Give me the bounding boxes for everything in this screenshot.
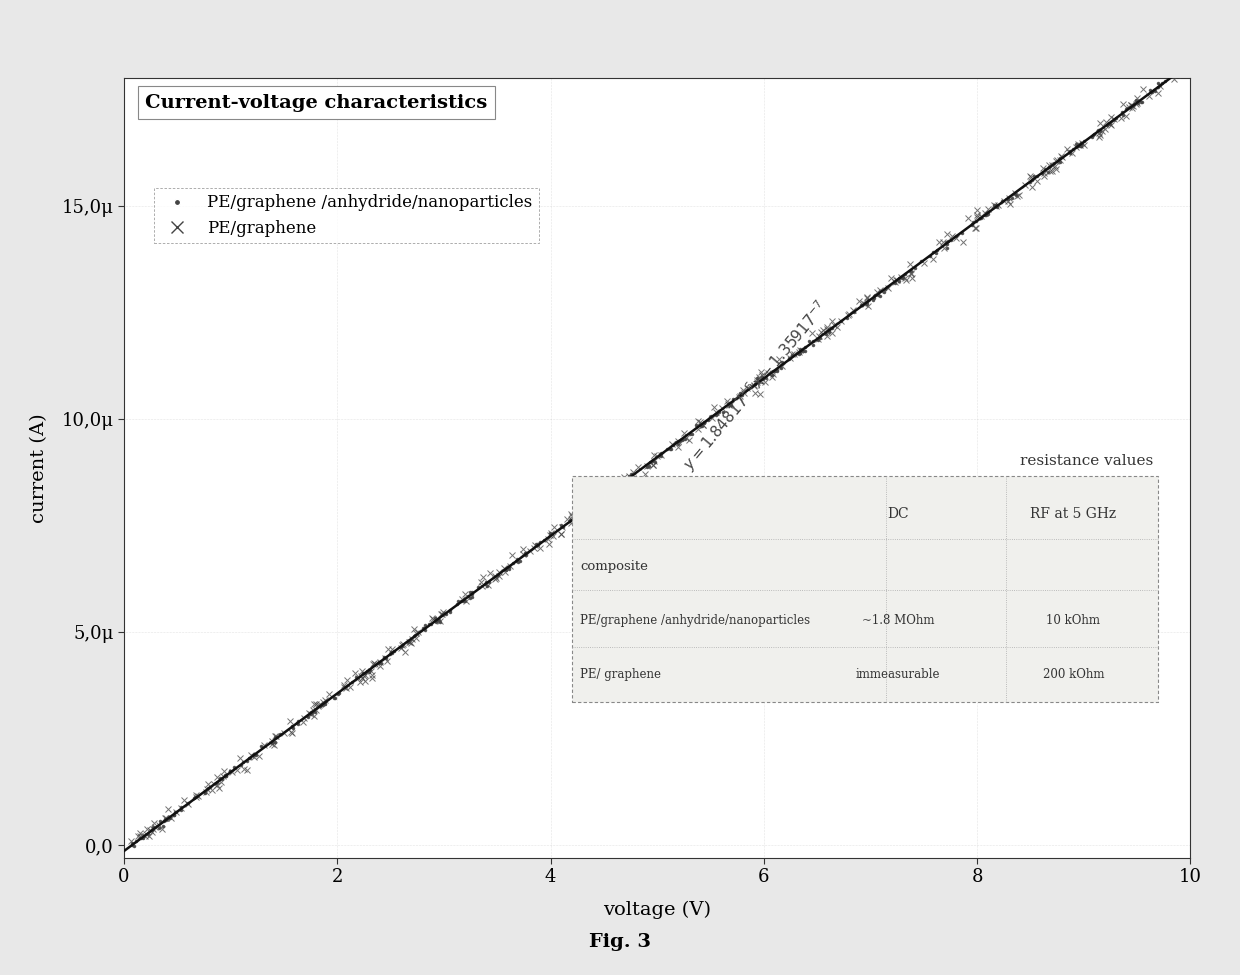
Text: resistance values: resistance values	[1019, 454, 1153, 468]
X-axis label: voltage (V): voltage (V)	[603, 900, 712, 918]
Text: RF at 5 GHz: RF at 5 GHz	[1030, 507, 1116, 522]
Text: Fig. 3: Fig. 3	[589, 933, 651, 951]
Text: ~1.8 MOhm: ~1.8 MOhm	[862, 614, 935, 627]
Legend: PE/graphene /anhydride/nanoparticles, PE/graphene: PE/graphene /anhydride/nanoparticles, PE…	[154, 188, 539, 244]
Text: immeasurable: immeasurable	[856, 668, 940, 682]
Text: PE/ graphene: PE/ graphene	[580, 668, 661, 682]
Text: DC: DC	[888, 507, 909, 522]
FancyBboxPatch shape	[572, 476, 1158, 702]
Text: Current-voltage characteristics: Current-voltage characteristics	[145, 94, 487, 111]
Text: PE/graphene /anhydride/nanoparticles: PE/graphene /anhydride/nanoparticles	[580, 614, 811, 627]
Text: 200 kOhm: 200 kOhm	[1043, 668, 1104, 682]
Text: 10 kOhm: 10 kOhm	[1047, 614, 1100, 627]
Y-axis label: current (A): current (A)	[30, 413, 47, 523]
Text: composite: composite	[580, 560, 649, 572]
Text: $y=1.84817^{-6}x-1.35917^{-7}$: $y=1.84817^{-6}x-1.35917^{-7}$	[678, 297, 833, 475]
